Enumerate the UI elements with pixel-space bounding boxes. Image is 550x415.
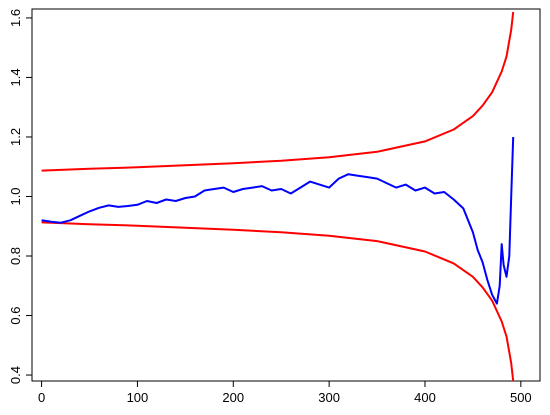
- y-axis: 0.4 0.6 0.8 1.0 1.2 1.4 1.6: [8, 9, 32, 384]
- y-tick-label: 0.6: [8, 306, 23, 324]
- series-line-2: [41, 136, 515, 305]
- x-tick-label: 200: [222, 390, 244, 405]
- series-line-0: [41, 11, 515, 172]
- x-tick-label: 0: [38, 390, 45, 405]
- y-tick-label: 1.4: [8, 68, 23, 86]
- y-tick-label: 0.4: [8, 366, 23, 384]
- series-layer: [41, 11, 515, 382]
- x-axis: 0 100 200 300 400 500: [38, 381, 532, 405]
- x-tick-label: 100: [127, 390, 149, 405]
- x-tick-label: 300: [318, 390, 340, 405]
- y-tick-label: 1.0: [8, 187, 23, 205]
- y-tick-label: 1.6: [8, 9, 23, 27]
- plot-frame: [31, 8, 541, 382]
- y-tick-label: 1.2: [8, 128, 23, 146]
- series-line-1: [41, 221, 515, 382]
- y-tick-label: 0.8: [8, 247, 23, 265]
- x-tick-label: 400: [414, 390, 436, 405]
- x-tick-label: 500: [510, 390, 532, 405]
